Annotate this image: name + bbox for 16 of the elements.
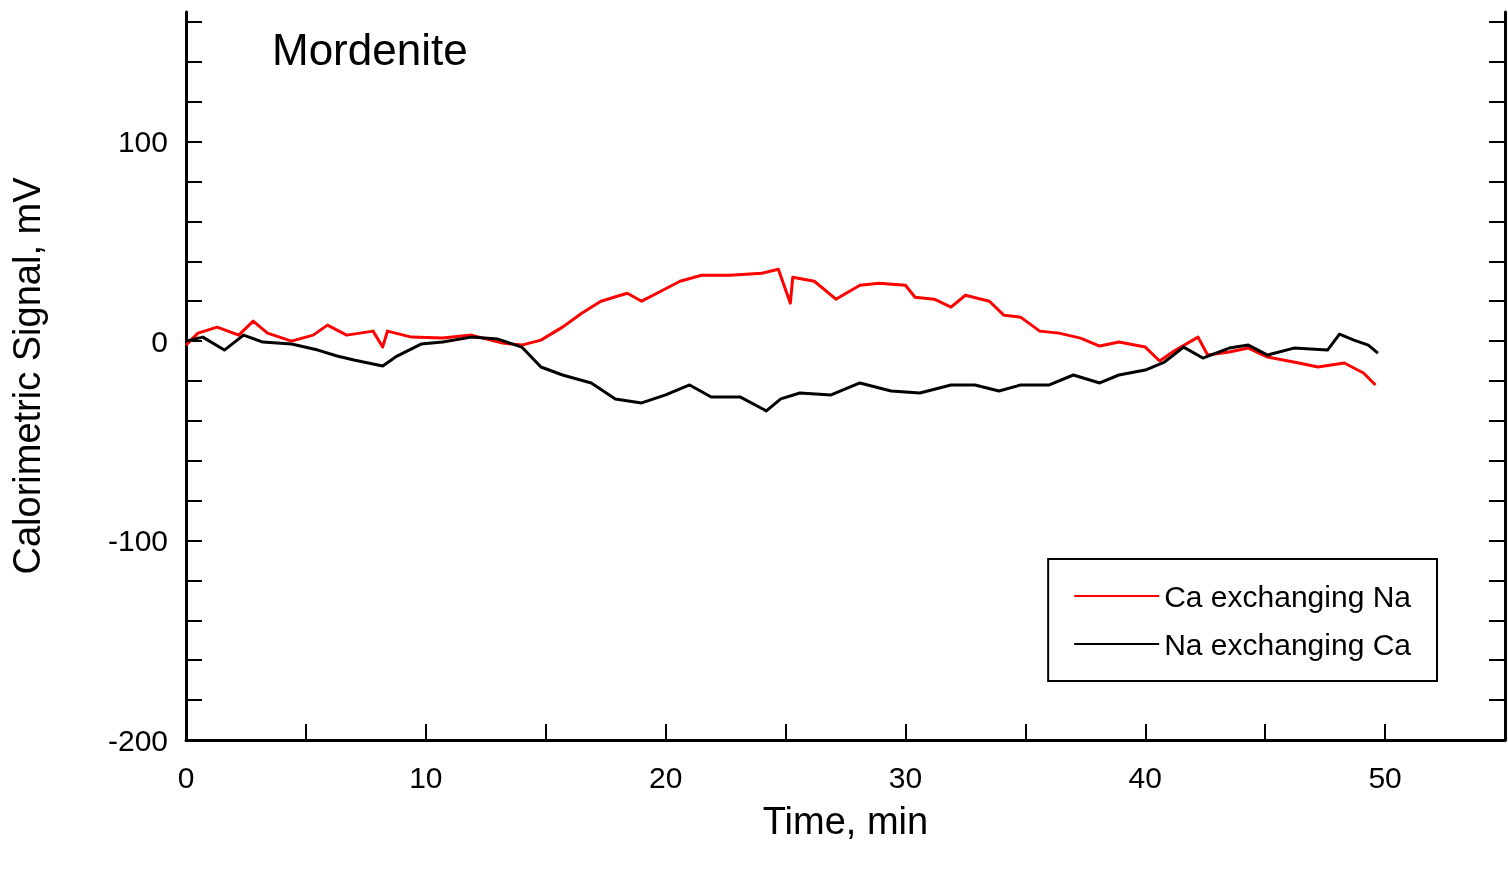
y-tick-label: -100 <box>107 524 168 558</box>
y-tick-label: 100 <box>117 125 168 159</box>
x-tick-label: 10 <box>409 760 443 794</box>
x-axis-title: Time, min <box>762 800 929 842</box>
legend-label: Na exchanging Ca <box>1164 627 1412 661</box>
y-tick-label: -200 <box>107 723 168 757</box>
x-tick-label: 50 <box>1368 760 1402 794</box>
x-tick-label: 40 <box>1128 760 1162 794</box>
y-tick-label: 0 <box>151 324 168 358</box>
chart-title: Mordenite <box>272 24 468 74</box>
x-tick-label: 0 <box>177 760 195 794</box>
y-axis-title: Calorimetric Signal, mV <box>6 176 48 575</box>
x-tick-label: 20 <box>648 760 683 794</box>
line-series <box>184 267 1377 387</box>
x-tick-label: 30 <box>888 760 923 794</box>
legend-label: Ca exchanging Na <box>1164 579 1412 613</box>
